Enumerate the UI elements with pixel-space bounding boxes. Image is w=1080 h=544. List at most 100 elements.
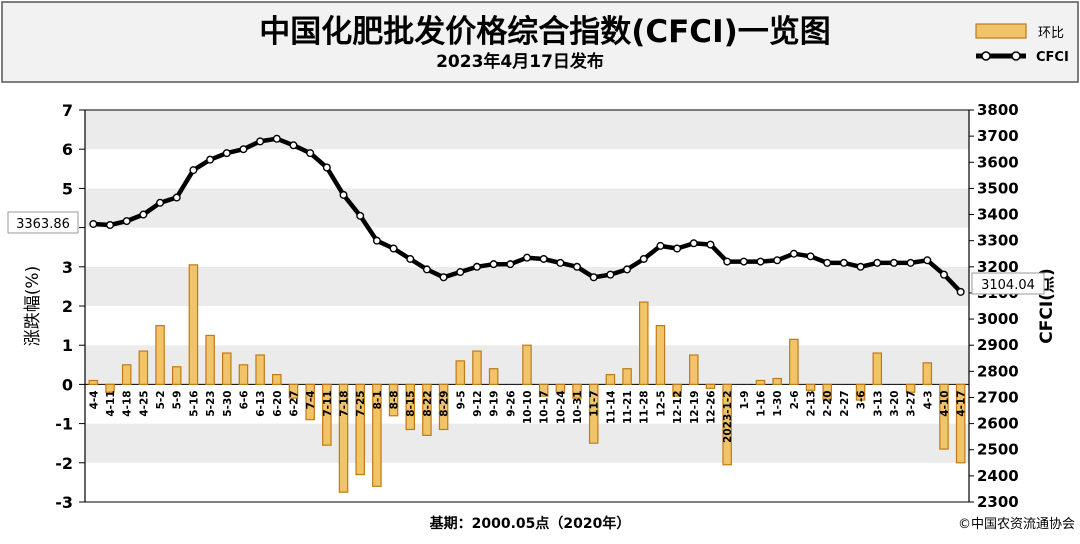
legend: 环比 CFCI [975,23,1069,65]
cfci-point [322,163,331,172]
plot-band [85,110,969,150]
left-tick-label: 3 [62,258,73,277]
right-tick-label: 3600 [977,153,1019,171]
x-tick-label: 2-13 [806,390,818,416]
bar [105,383,115,393]
cfci-point [823,258,832,267]
legend-label-line: CFCI [1036,50,1069,65]
base-note: 基期：2000.05点（2020年） [430,515,631,532]
bar [822,383,832,401]
bar [672,383,682,397]
left-tick-label: -2 [55,454,73,473]
right-tick-label: 2300 [977,493,1019,511]
plot-band [85,384,969,424]
x-tick-label: 5-23 [205,390,217,416]
x-tick-label: 4-10 [939,390,951,416]
cfci-point [389,244,398,253]
line-series [89,134,965,296]
bar [955,383,966,464]
plot-band [85,306,969,346]
x-tick-label: 4-18 [122,390,134,416]
cfci-point [756,257,765,266]
cfci-point [556,258,565,267]
cfci-point [739,257,748,266]
x-tick-label: 2-6 [789,390,801,409]
x-tick-label: 5-2 [155,390,167,409]
bar [855,383,866,401]
legend-line-marker-right [1011,51,1021,61]
bar [422,383,432,436]
cfci-point [939,270,948,279]
x-tick-label: 8-8 [389,390,401,409]
left-tick-label: -3 [55,493,73,512]
cfci-point [472,262,481,271]
end-value-callout-box [971,272,1045,295]
x-tick-label: 8-22 [422,390,434,416]
start-value-callout-text: 3363.86 [16,217,70,232]
bar [338,383,349,493]
x-tick-label: 9-5 [455,390,467,409]
left-tick-label: 0 [62,375,73,394]
x-tick-label: 4-25 [138,390,150,416]
right-tick-label: 2700 [977,388,1019,406]
x-tick-label: 12-12 [672,390,684,424]
x-tick-label: 5-16 [188,390,200,416]
x-tick-label: 12-19 [689,390,701,424]
cfci-point [639,254,648,263]
x-tick-label: 12-5 [655,390,667,416]
left-tick-label: 5 [62,179,73,198]
cfci-point [689,239,698,248]
left-tick-label: -1 [55,415,73,434]
cfci-point [156,198,165,207]
bar [922,362,933,385]
bar [805,383,816,391]
right-axis-ticks: 2300240025002600270028002900300031003200… [969,101,1019,511]
x-tick-label: 7-4 [305,390,317,409]
x-tick-label: 11-28 [639,390,651,424]
bar [488,368,499,386]
bar [705,383,716,389]
cfci-point [356,211,365,220]
x-tick-label: 8-29 [439,390,451,416]
bar [205,334,215,385]
cfci-point [656,241,665,250]
right-tick-label: 2400 [977,467,1019,485]
cfci-point [906,258,915,267]
x-tick-label: 3-20 [889,390,901,416]
x-tick-label: 2-27 [839,390,851,416]
cfci-point [289,141,298,150]
bar [905,383,916,393]
cfci-point [506,260,515,269]
bar [538,383,549,397]
cfci-point [422,265,431,274]
cfci-point [839,258,848,267]
plot-bands [85,110,969,502]
x-tick-label: 12-26 [705,390,717,424]
cfci-point [222,149,231,158]
bar [388,383,399,417]
right-tick-label: 3000 [977,310,1019,328]
x-tick-label: 6-6 [238,390,250,409]
bar [655,325,666,386]
bar [872,352,883,386]
bar [522,344,532,386]
bar [772,377,782,385]
bar [572,383,582,399]
x-tick-label: 1-16 [756,390,768,416]
x-tick-label: 8-15 [405,390,417,416]
bar [138,350,149,385]
left-tick-label: 7 [62,101,73,120]
cfci-point [523,253,532,262]
cfci-point [623,265,632,274]
cfci-point [573,262,582,271]
x-tick-label: 4-4 [88,390,100,409]
right-tick-label: 3500 [977,179,1019,197]
bar [171,366,182,386]
left-tick-label: 6 [62,140,73,159]
bar [472,350,482,385]
x-tick-label: 10-10 [522,390,534,424]
bar [238,364,249,385]
chart-subtitle: 2023年4月17日发布 [436,51,604,72]
plot-band [85,188,969,228]
